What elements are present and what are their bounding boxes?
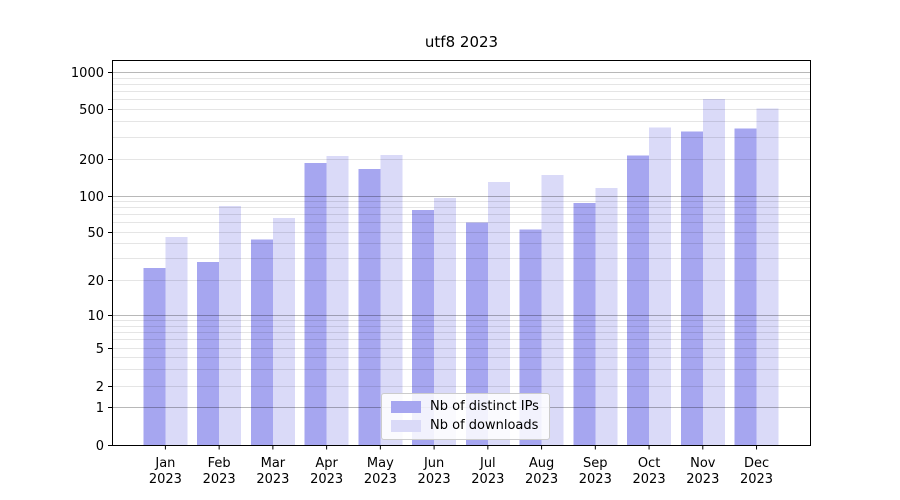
chart-title: utf8 2023 <box>424 33 499 51</box>
bar-jul-downloads <box>487 181 510 445</box>
bar-may-downloads <box>380 154 403 446</box>
bar-jun-downloads <box>434 198 457 445</box>
y-tick-label-50: 50 <box>87 226 104 241</box>
x-tick-label-mar: Mar 2023 <box>256 456 289 487</box>
x-tick-label-jun: Jun 2023 <box>418 456 451 487</box>
bar-feb-downloads <box>219 206 242 445</box>
y-tick-label-20: 20 <box>87 274 104 289</box>
bar-may-distinct-ips <box>358 169 381 445</box>
y-tick-label-2: 2 <box>96 380 104 395</box>
legend-swatch-downloads <box>391 419 421 432</box>
bar-jan-downloads <box>165 237 188 445</box>
bar-oct-distinct-ips <box>627 155 650 445</box>
bar-nov-distinct-ips <box>680 131 703 445</box>
y-tick-label-10: 10 <box>87 309 104 324</box>
bar-sep-distinct-ips <box>573 203 596 445</box>
bar-feb-distinct-ips <box>197 261 220 445</box>
x-tick-label-dec: Dec 2023 <box>740 456 773 487</box>
y-tick-label-200: 200 <box>79 153 104 168</box>
x-tick-label-nov: Nov 2023 <box>686 456 719 487</box>
plot-border <box>112 60 811 446</box>
bar-oct-downloads <box>649 127 672 445</box>
legend: Nb of distinct IPs Nb of downloads <box>381 393 550 440</box>
bar-jun-distinct-ips <box>412 210 435 445</box>
x-tick-label-feb: Feb 2023 <box>203 456 236 487</box>
bar-mar-downloads <box>272 218 295 445</box>
x-tick-label-jul: Jul 2023 <box>471 456 504 487</box>
bar-aug-distinct-ips <box>519 229 542 445</box>
bar-jul-distinct-ips <box>465 222 488 445</box>
legend-label-distinct-ips: Nb of distinct IPs <box>430 399 539 414</box>
bar-aug-downloads <box>541 174 564 445</box>
y-tick-label-500: 500 <box>79 103 104 118</box>
x-tick-label-sep: Sep 2023 <box>579 456 612 487</box>
x-tick-label-aug: Aug 2023 <box>525 456 558 487</box>
y-tick-label-1: 1 <box>96 401 104 416</box>
x-tick-label-jan: Jan 2023 <box>149 456 182 487</box>
legend-item-downloads: Nb of downloads <box>391 418 539 433</box>
bar-apr-distinct-ips <box>304 162 327 445</box>
bar-dec-distinct-ips <box>734 128 757 446</box>
bar-jan-distinct-ips <box>143 267 166 445</box>
bar-sep-downloads <box>595 188 618 445</box>
y-tick-label-100: 100 <box>79 190 104 205</box>
x-tick-label-oct: Oct 2023 <box>633 456 666 487</box>
legend-item-distinct-ips: Nb of distinct IPs <box>391 399 539 414</box>
y-tick-label-1000: 1000 <box>71 66 104 81</box>
x-tick-label-apr: Apr 2023 <box>310 456 343 487</box>
legend-swatch-distinct-ips <box>391 400 421 413</box>
bar-nov-downloads <box>702 98 725 446</box>
legend-label-downloads: Nb of downloads <box>430 418 539 433</box>
y-tick-label-5: 5 <box>96 342 104 357</box>
bar-mar-distinct-ips <box>250 239 273 445</box>
bar-apr-downloads <box>326 156 349 445</box>
y-tick-label-0: 0 <box>96 439 104 454</box>
x-tick-label-may: May 2023 <box>364 456 397 487</box>
bar-dec-downloads <box>756 108 779 445</box>
